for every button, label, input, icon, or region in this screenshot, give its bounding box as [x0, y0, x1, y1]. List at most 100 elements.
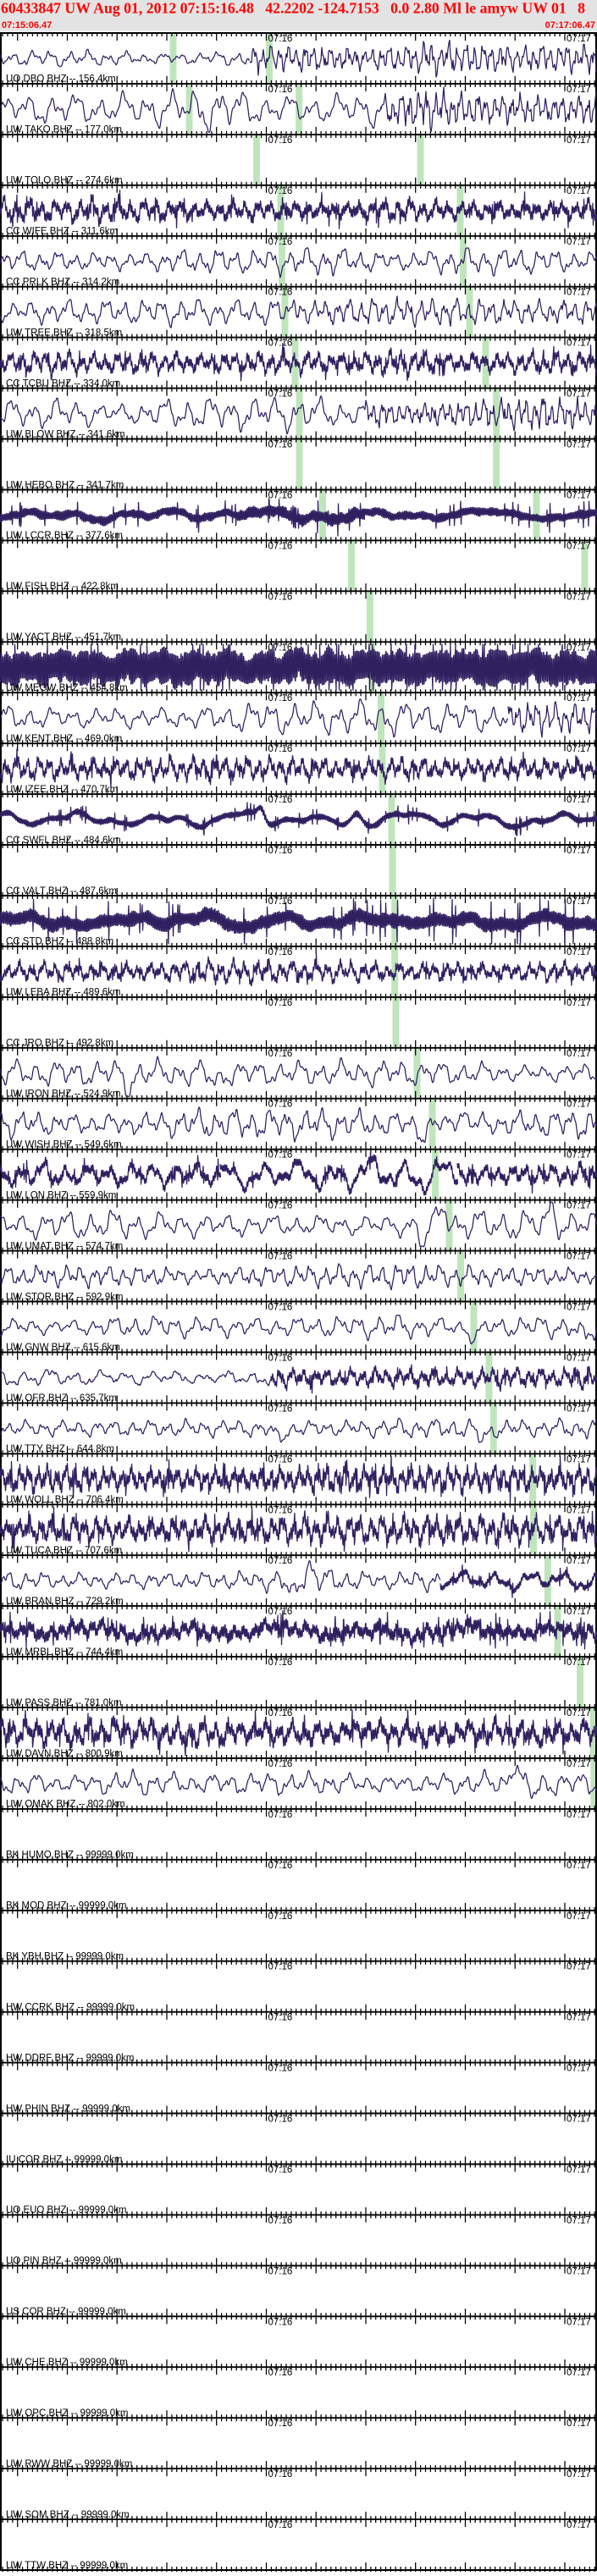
svg-text:UW WOLL BHZ -- 706.4km: UW WOLL BHZ -- 706.4km — [6, 1495, 124, 1505]
svg-text:07:17: 07:17 — [567, 1404, 591, 1414]
svg-text:CC VALT BHZ -- 487.6km: CC VALT BHZ -- 487.6km — [6, 886, 117, 896]
svg-text:07:17: 07:17 — [567, 1454, 591, 1465]
svg-text:CC STD BHZ -- 488.8km: CC STD BHZ -- 488.8km — [6, 937, 113, 947]
svg-text:07:16: 07:16 — [268, 643, 293, 653]
svg-text:07:16: 07:16 — [268, 288, 293, 298]
svg-text:07:17: 07:17 — [567, 2013, 591, 2023]
svg-text:UW OMAK BHZ -- 802.0km: UW OMAK BHZ -- 802.0km — [6, 1800, 125, 1810]
svg-text:07:17: 07:17 — [567, 491, 591, 501]
svg-text:07:16: 07:16 — [268, 592, 293, 602]
svg-text:07:16: 07:16 — [268, 2115, 293, 2125]
svg-text:07:17: 07:17 — [567, 2317, 591, 2327]
svg-text:07:17: 07:17 — [567, 592, 591, 602]
svg-text:07:16: 07:16 — [268, 1454, 293, 1465]
svg-text:07:16: 07:16 — [268, 744, 293, 754]
svg-text:UW MRBL BHZ -- 744.4km: UW MRBL BHZ -- 744.4km — [6, 1647, 123, 1658]
svg-text:07:17: 07:17 — [567, 1252, 591, 1262]
svg-text:07:17: 07:17 — [567, 2419, 591, 2429]
svg-text:07:17: 07:17 — [567, 237, 591, 247]
svg-text:07:17: 07:17 — [567, 947, 591, 957]
svg-text:07:17: 07:17 — [567, 1658, 591, 1668]
svg-text:07:17: 07:17 — [567, 85, 591, 95]
svg-text:07:17: 07:17 — [567, 1759, 591, 1769]
svg-text:UW TTW BHZ -- 99999.0km: UW TTW BHZ -- 99999.0km — [6, 2561, 128, 2571]
svg-text:07:16: 07:16 — [268, 1404, 293, 1414]
svg-text:07:16: 07:16 — [268, 237, 293, 247]
svg-text:07:17: 07:17 — [567, 1303, 591, 1313]
svg-text:07:16: 07:16 — [268, 2266, 293, 2276]
svg-text:07:17:06.47: 07:17:06.47 — [545, 20, 595, 30]
svg-text:UW TTY BHZ -- 644.8km: UW TTY BHZ -- 644.8km — [6, 1444, 114, 1454]
svg-text:07:17: 07:17 — [567, 389, 591, 400]
svg-text:07:17: 07:17 — [567, 1505, 591, 1515]
svg-text:UW SOM BHZ -- 99999.0km: UW SOM BHZ -- 99999.0km — [6, 2510, 130, 2520]
svg-text:07:17: 07:17 — [567, 846, 591, 856]
svg-text:07:17: 07:17 — [567, 541, 591, 551]
svg-text:07:17: 07:17 — [567, 440, 591, 450]
svg-text:UO DBO BHZ -- 156.4km: UO DBO BHZ -- 156.4km — [6, 74, 116, 85]
svg-text:UW LON BHZ -- 559.9km: UW LON BHZ -- 559.9km — [6, 1190, 116, 1200]
svg-text:07:17: 07:17 — [567, 1607, 591, 1617]
svg-text:07:16: 07:16 — [268, 1100, 293, 1110]
svg-text:UW WISH BHZ -- 549.6km: UW WISH BHZ -- 549.6km — [6, 1140, 122, 1150]
svg-text:CC JRO BHZ -- 492.8km: CC JRO BHZ -- 492.8km — [6, 1039, 113, 1049]
svg-text:07:16: 07:16 — [268, 846, 293, 856]
svg-text:07:17: 07:17 — [567, 1100, 591, 1110]
svg-text:07:16: 07:16 — [268, 2165, 293, 2176]
svg-text:07:16: 07:16 — [268, 1353, 293, 1363]
svg-text:UW CHE BHZ -- 99999.0km: UW CHE BHZ -- 99999.0km — [6, 2358, 128, 2368]
svg-text:HW PHIN BHZ -- 99999.0km: HW PHIN BHZ -- 99999.0km — [6, 2104, 130, 2114]
svg-text:07:16: 07:16 — [268, 1607, 293, 1617]
svg-text:07:17: 07:17 — [567, 795, 591, 805]
svg-text:07:15:06.47: 07:15:06.47 — [2, 20, 52, 30]
svg-text:UW MEGW BHZ -- 454.8km: UW MEGW BHZ -- 454.8km — [6, 683, 128, 693]
svg-text:07:16: 07:16 — [268, 1708, 293, 1718]
svg-text:07:16: 07:16 — [268, 2013, 293, 2023]
svg-text:UW UMAT BHZ -- 574.7km: UW UMAT BHZ -- 574.7km — [6, 1241, 123, 1251]
svg-text:07:16: 07:16 — [268, 1658, 293, 1668]
svg-text:07:17: 07:17 — [567, 1962, 591, 1972]
svg-text:07:16: 07:16 — [268, 1861, 293, 1871]
svg-text:07:16: 07:16 — [268, 1252, 293, 1262]
svg-text:07:17: 07:17 — [567, 998, 591, 1008]
svg-text:UW FISH BHZ -- 422.8km: UW FISH BHZ -- 422.8km — [6, 582, 119, 592]
svg-text:07:16: 07:16 — [268, 896, 293, 907]
svg-text:UW TREE BHZ -- 318.5km: UW TREE BHZ -- 318.5km — [6, 328, 122, 338]
svg-text:UW IZEE BHZ -- 470.7km: UW IZEE BHZ -- 470.7km — [6, 785, 118, 795]
svg-text:07:17: 07:17 — [567, 2368, 591, 2378]
svg-text:HW CCRK BHZ -- 99999.0km: HW CCRK BHZ -- 99999.0km — [6, 2003, 135, 2013]
svg-text:07:17: 07:17 — [567, 2115, 591, 2125]
svg-text:07:17: 07:17 — [567, 288, 591, 298]
svg-text:07:17: 07:17 — [567, 693, 591, 703]
svg-text:BK MOD BHZ -- 99999.0km: BK MOD BHZ -- 99999.0km — [6, 1901, 127, 1911]
svg-text:UW LCCR BHZ -- 377.6km: UW LCCR BHZ -- 377.6km — [6, 531, 123, 541]
svg-text:07:16: 07:16 — [268, 85, 293, 95]
svg-text:07:17: 07:17 — [567, 2215, 591, 2226]
svg-text:UW KENT BHZ -- 469.0km: UW KENT BHZ -- 469.0km — [6, 734, 122, 744]
svg-text:UW BLOW BHZ -- 341.6km: UW BLOW BHZ -- 341.6km — [6, 429, 125, 439]
svg-text:07:17: 07:17 — [567, 744, 591, 754]
svg-text:07:16: 07:16 — [268, 389, 293, 400]
svg-text:07:16: 07:16 — [268, 2064, 293, 2074]
svg-text:UW TOLO BHZ -- 274.6km: UW TOLO BHZ -- 274.6km — [6, 176, 123, 186]
svg-text:07:16: 07:16 — [268, 339, 293, 349]
svg-text:07:16: 07:16 — [268, 1759, 293, 1769]
svg-text:07:16: 07:16 — [268, 2317, 293, 2327]
svg-text:07:16: 07:16 — [268, 1810, 293, 1820]
svg-text:BK HUMO BHZ -- 99999.0km: BK HUMO BHZ -- 99999.0km — [6, 1851, 134, 1861]
svg-text:07:17: 07:17 — [567, 1150, 591, 1161]
svg-text:07:16: 07:16 — [268, 693, 293, 703]
svg-text:07:17: 07:17 — [567, 2469, 591, 2479]
svg-text:CC PRLK BHZ -- 314.2km: CC PRLK BHZ -- 314.2km — [6, 278, 119, 288]
svg-text:07:16: 07:16 — [268, 998, 293, 1008]
svg-text:IU COR BHZ -- 99999.0km: IU COR BHZ -- 99999.0km — [6, 2154, 122, 2165]
svg-text:07:16: 07:16 — [268, 34, 293, 44]
svg-text:07:17: 07:17 — [567, 1911, 591, 1922]
svg-text:UW OPC BHZ -- 99999.0km: UW OPC BHZ -- 99999.0km — [6, 2408, 128, 2419]
svg-text:07:17: 07:17 — [567, 1861, 591, 1871]
svg-text:UW GNW BHZ -- 615.6km: UW GNW BHZ -- 615.6km — [6, 1343, 120, 1353]
svg-text:UW HEBO BHZ -- 341.7km: UW HEBO BHZ -- 341.7km — [6, 480, 124, 490]
svg-text:07:16: 07:16 — [268, 1911, 293, 1922]
svg-text:07:17: 07:17 — [567, 896, 591, 907]
svg-text:07:17: 07:17 — [567, 2165, 591, 2176]
